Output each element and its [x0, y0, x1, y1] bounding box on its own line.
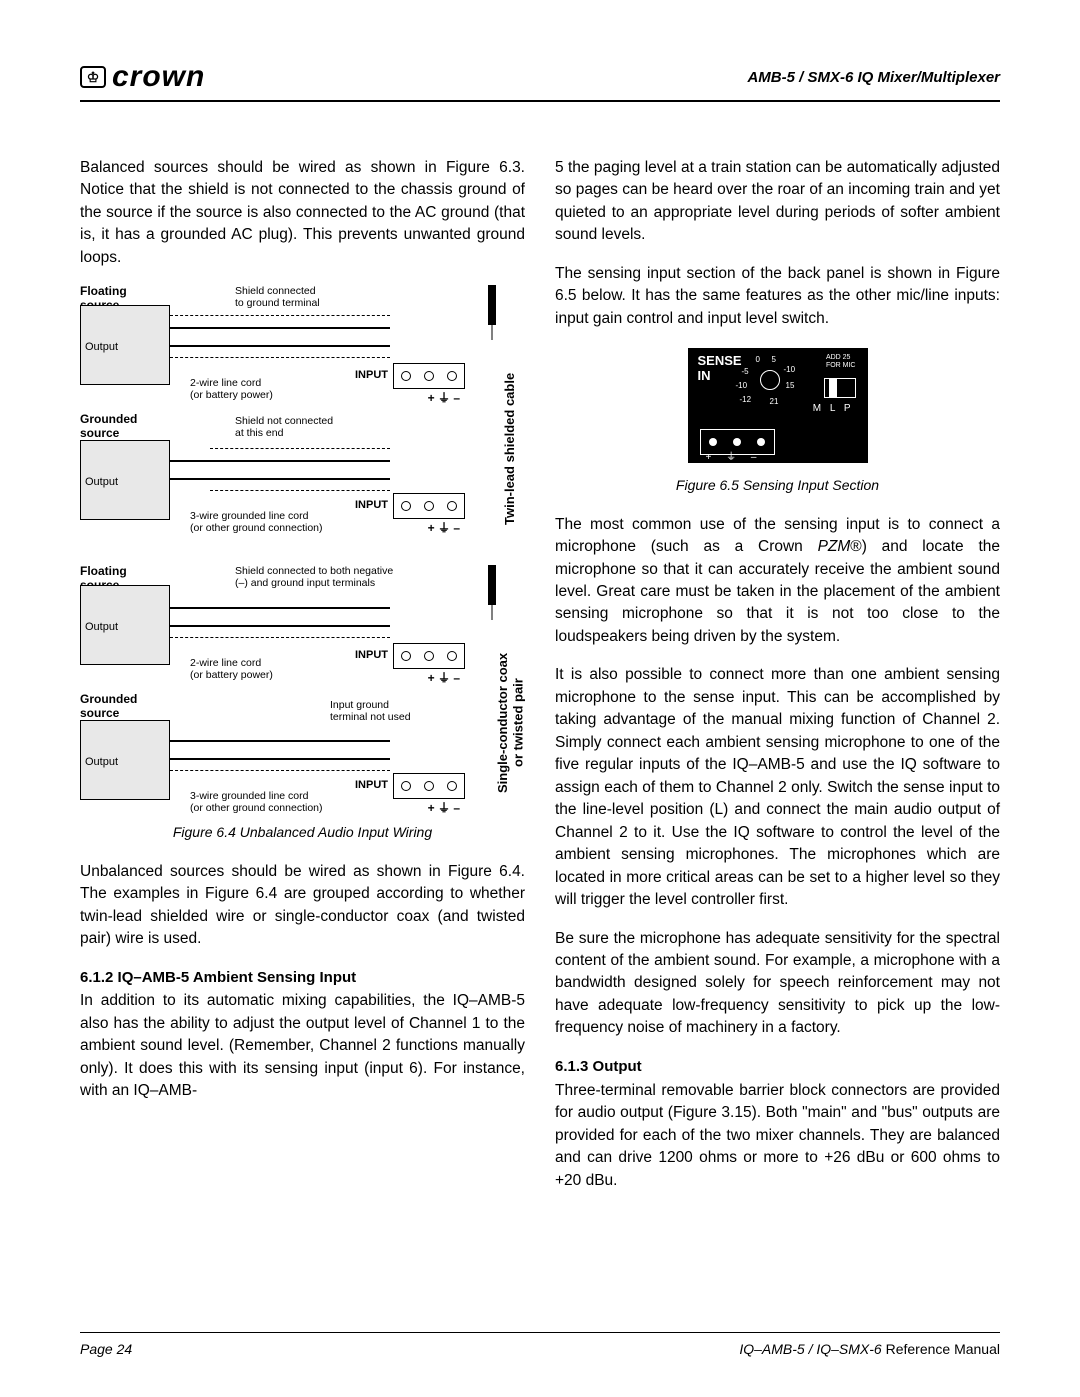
- three-wire-note: 3-wire grounded line cord(or other groun…: [190, 510, 323, 534]
- three-wire-note-2: 3-wire grounded line cord(or other groun…: [190, 790, 323, 814]
- left-column: Balanced sources should be wired as show…: [80, 157, 525, 1208]
- input-label-2: INPUT: [355, 498, 388, 514]
- figure-6-5-caption: Figure 6.5 Sensing Input Section: [555, 475, 1000, 495]
- cable-icon: [484, 285, 500, 340]
- scale-m5: -5: [742, 366, 749, 378]
- scale-21: 21: [770, 396, 779, 408]
- para-pzm: The most common use of the sensing input…: [555, 514, 1000, 649]
- scale-m10b: -10: [736, 380, 748, 392]
- footer-manual-ref: IQ–AMB-5 / IQ–SMX-6 Reference Manual: [739, 1341, 1000, 1357]
- input-label: INPUT: [355, 368, 388, 384]
- para-output: Three-terminal removable barrier block c…: [555, 1080, 1000, 1192]
- heading-6-1-2: 6.1.2 IQ–AMB-5 Ambient Sensing Input: [80, 967, 525, 989]
- cable-icon-2: [484, 565, 500, 620]
- output-label: Output: [85, 340, 118, 356]
- grounded-source-label: Groundedsource: [80, 413, 137, 439]
- shield-not-connected-note: Shield not connectedat this end: [235, 415, 333, 439]
- grounded-source-box-2: Output: [80, 720, 170, 800]
- figure-6-4-caption: Figure 6.4 Unbalanced Audio Input Wiring: [80, 822, 525, 842]
- terminal-polarity-3: + ⏚ –: [428, 670, 460, 687]
- two-wire-note: 2-wire line cord(or battery power): [190, 377, 273, 401]
- para-sensing-input-section: The sensing input section of the back pa…: [555, 263, 1000, 330]
- terminal-polarity-4: + ⏚ –: [428, 800, 460, 817]
- input-ground-not-used-note: Input groundterminal not used: [330, 699, 411, 723]
- input-terminal-box-2: [393, 493, 465, 519]
- mlp-switch: [824, 378, 856, 398]
- input-label-3: INPUT: [355, 648, 388, 664]
- input-terminal-box-3: [393, 643, 465, 669]
- output-label-4: Output: [85, 755, 118, 771]
- page-header: ♔ crown AMB-5 / SMX-6 IQ Mixer/Multiplex…: [80, 60, 1000, 102]
- terminal-polarity-2: + ⏚ –: [428, 520, 460, 537]
- twinlead-vertical-label: Twin-lead shielded cable: [501, 365, 520, 525]
- scale-15: 15: [786, 380, 795, 392]
- input-label-4: INPUT: [355, 778, 388, 794]
- two-wire-note-2: 2-wire line cord(or battery power): [190, 657, 273, 681]
- logo-text: crown: [112, 60, 205, 94]
- wiring-diagram-twinlead: Floatingsource Output Shield connectedto…: [80, 285, 525, 530]
- terminal-polarity: + ⏚ –: [428, 390, 460, 407]
- para-unbalanced-sources: Unbalanced sources should be wired as sh…: [80, 861, 525, 951]
- grounded-source-box: Output: [80, 440, 170, 520]
- heading-6-1-3: 6.1.3 Output: [555, 1056, 1000, 1078]
- grounded-source-label-2: Groundedsource: [80, 693, 137, 719]
- logo: ♔ crown: [80, 60, 205, 94]
- para-mic-sensitivity: Be sure the microphone has adequate sens…: [555, 928, 1000, 1040]
- coax-vertical-label: Single-conductor coaxor twisted pair: [495, 635, 526, 810]
- page-footer: Page 24 IQ–AMB-5 / IQ–SMX-6 Reference Ma…: [80, 1332, 1000, 1357]
- scale-5: 5: [772, 354, 776, 366]
- gain-knob-area: 0 5 -5 -10 -10 -12 15 21: [748, 356, 808, 406]
- para-paging-level: 5 the paging level at a train station ca…: [555, 157, 1000, 247]
- gain-knob: [760, 370, 780, 390]
- pzm-text: PZM: [818, 538, 851, 555]
- scale-m10: -10: [784, 364, 796, 376]
- wiring-diagram-coax: Floatingsource Output Shield connected t…: [80, 565, 525, 810]
- input-terminal-box-4: [393, 773, 465, 799]
- floating-source-box: Output: [80, 305, 170, 385]
- sense-terminals-label: + ⏚ –: [706, 451, 763, 466]
- scale-m12: -12: [740, 394, 752, 406]
- crown-logo-icon: ♔: [80, 66, 106, 88]
- right-column: 5 the paging level at a train station ca…: [555, 157, 1000, 1208]
- output-label-2: Output: [85, 475, 118, 491]
- content-columns: Balanced sources should be wired as show…: [80, 157, 1000, 1208]
- shield-connected-note: Shield connectedto ground terminal: [235, 285, 320, 309]
- header-model-text: AMB-5 / SMX-6 IQ Mixer/Multiplexer: [747, 69, 1000, 86]
- para-multiple-mics: It is also possible to connect more than…: [555, 664, 1000, 911]
- footer-model: IQ–AMB-5 / IQ–SMX-6: [739, 1341, 881, 1357]
- para-balanced-sources: Balanced sources should be wired as show…: [80, 157, 525, 269]
- add25-label: ADD 25FOR MIC: [826, 354, 856, 369]
- output-label-3: Output: [85, 620, 118, 636]
- sense-input-panel: SENSEIN 0 5 -5 -10 -10 -12 15 21 ADD 25F…: [688, 348, 868, 463]
- sense-in-label: SENSEIN: [698, 354, 742, 383]
- scale-0: 0: [756, 354, 760, 366]
- floating-source-box-2: Output: [80, 585, 170, 665]
- mlp-label: M L P: [813, 402, 854, 417]
- footer-manual-text: Reference Manual: [882, 1341, 1000, 1357]
- input-terminal-box: [393, 363, 465, 389]
- shield-both-note: Shield connected to both negative(–) and…: [235, 565, 393, 589]
- para-ambient-sensing: In addition to its automatic mixing capa…: [80, 990, 525, 1102]
- page-number: Page 24: [80, 1341, 132, 1357]
